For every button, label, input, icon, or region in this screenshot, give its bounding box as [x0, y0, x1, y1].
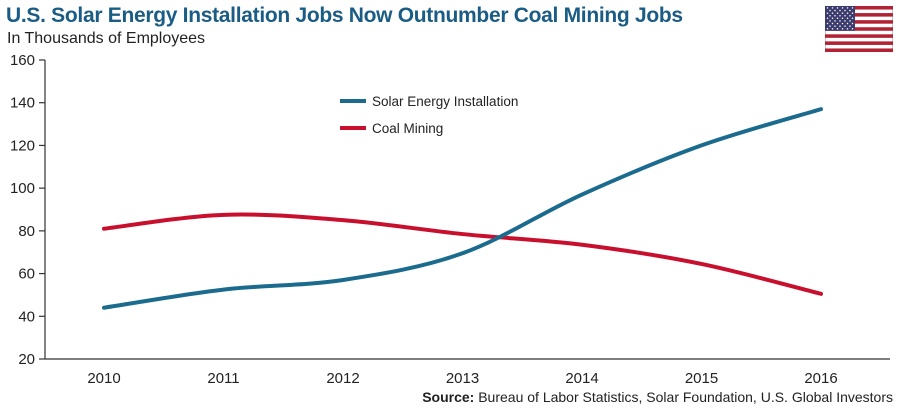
solar-energy-installation-line [102, 107, 823, 310]
flag-stripe [825, 48, 893, 52]
coal-mining-line [102, 212, 823, 296]
y-tick-label: 40 [18, 308, 35, 325]
y-tick-label: 120 [10, 137, 35, 154]
flag-star [844, 25, 846, 27]
chart-axes [44, 60, 890, 360]
flag-star [834, 20, 836, 22]
flag-star [829, 14, 831, 17]
flag-star [839, 20, 841, 22]
flag-star [841, 12, 844, 14]
flag-star [829, 9, 831, 12]
flag-stripe [825, 41, 893, 45]
flag-star [834, 14, 836, 17]
flag-star [836, 17, 839, 20]
y-tick-label: 100 [10, 180, 35, 197]
flag-star [844, 14, 846, 17]
flag-star [846, 27, 849, 30]
flag-star [839, 25, 841, 27]
legend-label: Coal Mining [372, 121, 443, 136]
flag-star [836, 12, 839, 14]
legend-label: Solar Energy Installation [372, 94, 518, 109]
flag-star [834, 25, 836, 27]
x-tick-label: 2010 [87, 370, 120, 387]
flag-star [844, 20, 846, 22]
chart-title: U.S. Solar Energy Installation Jobs Now … [6, 4, 683, 27]
x-tick-label: 2015 [685, 370, 718, 387]
y-tick-label: 60 [18, 266, 35, 283]
flag-star [849, 9, 851, 12]
flag-star [851, 7, 854, 9]
source-text: Bureau of Labor Statistics, Solar Founda… [478, 389, 893, 405]
flag-star [841, 27, 844, 30]
flag-star [831, 7, 834, 9]
flag-star [826, 17, 829, 20]
flag-star [831, 12, 834, 14]
x-tick-label: 2012 [326, 370, 359, 387]
flag-stripe [825, 20, 893, 24]
flag-star [836, 22, 839, 25]
us-flag-icon [825, 6, 893, 52]
flag-star [829, 25, 831, 27]
y-tick-label: 20 [18, 351, 35, 368]
x-tick-label: 2011 [207, 370, 239, 387]
flag-star [849, 25, 851, 27]
flag-star [829, 20, 831, 22]
y-tick-label: 80 [18, 223, 35, 240]
flag-star [831, 22, 834, 25]
flag-star [851, 22, 854, 25]
chart-subtitle: In Thousands of Employees [7, 30, 206, 47]
flag-star [836, 27, 839, 30]
x-tick-label: 2014 [565, 370, 598, 387]
flag-star [844, 9, 846, 12]
flag-star [831, 27, 834, 30]
y-tick-label: 160 [10, 52, 35, 69]
flag-star [826, 27, 829, 30]
flag-star [836, 7, 839, 9]
flag-star [826, 7, 829, 9]
flag-star [846, 22, 849, 25]
flag-stripe [825, 13, 893, 17]
flag-star [849, 14, 851, 17]
flag-star [846, 12, 849, 14]
source-label: Source: [422, 389, 475, 405]
flag-star [831, 17, 834, 20]
flag-star [841, 7, 844, 9]
flag-stripe [825, 34, 893, 38]
flag-star [851, 27, 854, 30]
x-tick-label: 2016 [804, 370, 837, 387]
flag-star [834, 9, 836, 12]
y-tick-label: 140 [10, 95, 35, 112]
chart-legend: Solar Energy Installation Coal Mining [340, 94, 518, 136]
flag-star [841, 22, 844, 25]
flag-stripe [825, 27, 893, 31]
flag-star [846, 17, 849, 20]
flag-star [851, 17, 854, 20]
flag-star [841, 17, 844, 20]
x-tick-label: 2013 [446, 370, 479, 387]
flag-star [846, 7, 849, 9]
flag-star [826, 22, 829, 25]
flag-star [839, 9, 841, 12]
flag-stripe [825, 6, 893, 10]
flag-star [851, 12, 854, 14]
flag-star [826, 12, 829, 14]
flag-star [839, 14, 841, 17]
flag-star [849, 20, 851, 22]
source-note: Source: Bureau of Labor Statistics, Sola… [422, 389, 893, 405]
